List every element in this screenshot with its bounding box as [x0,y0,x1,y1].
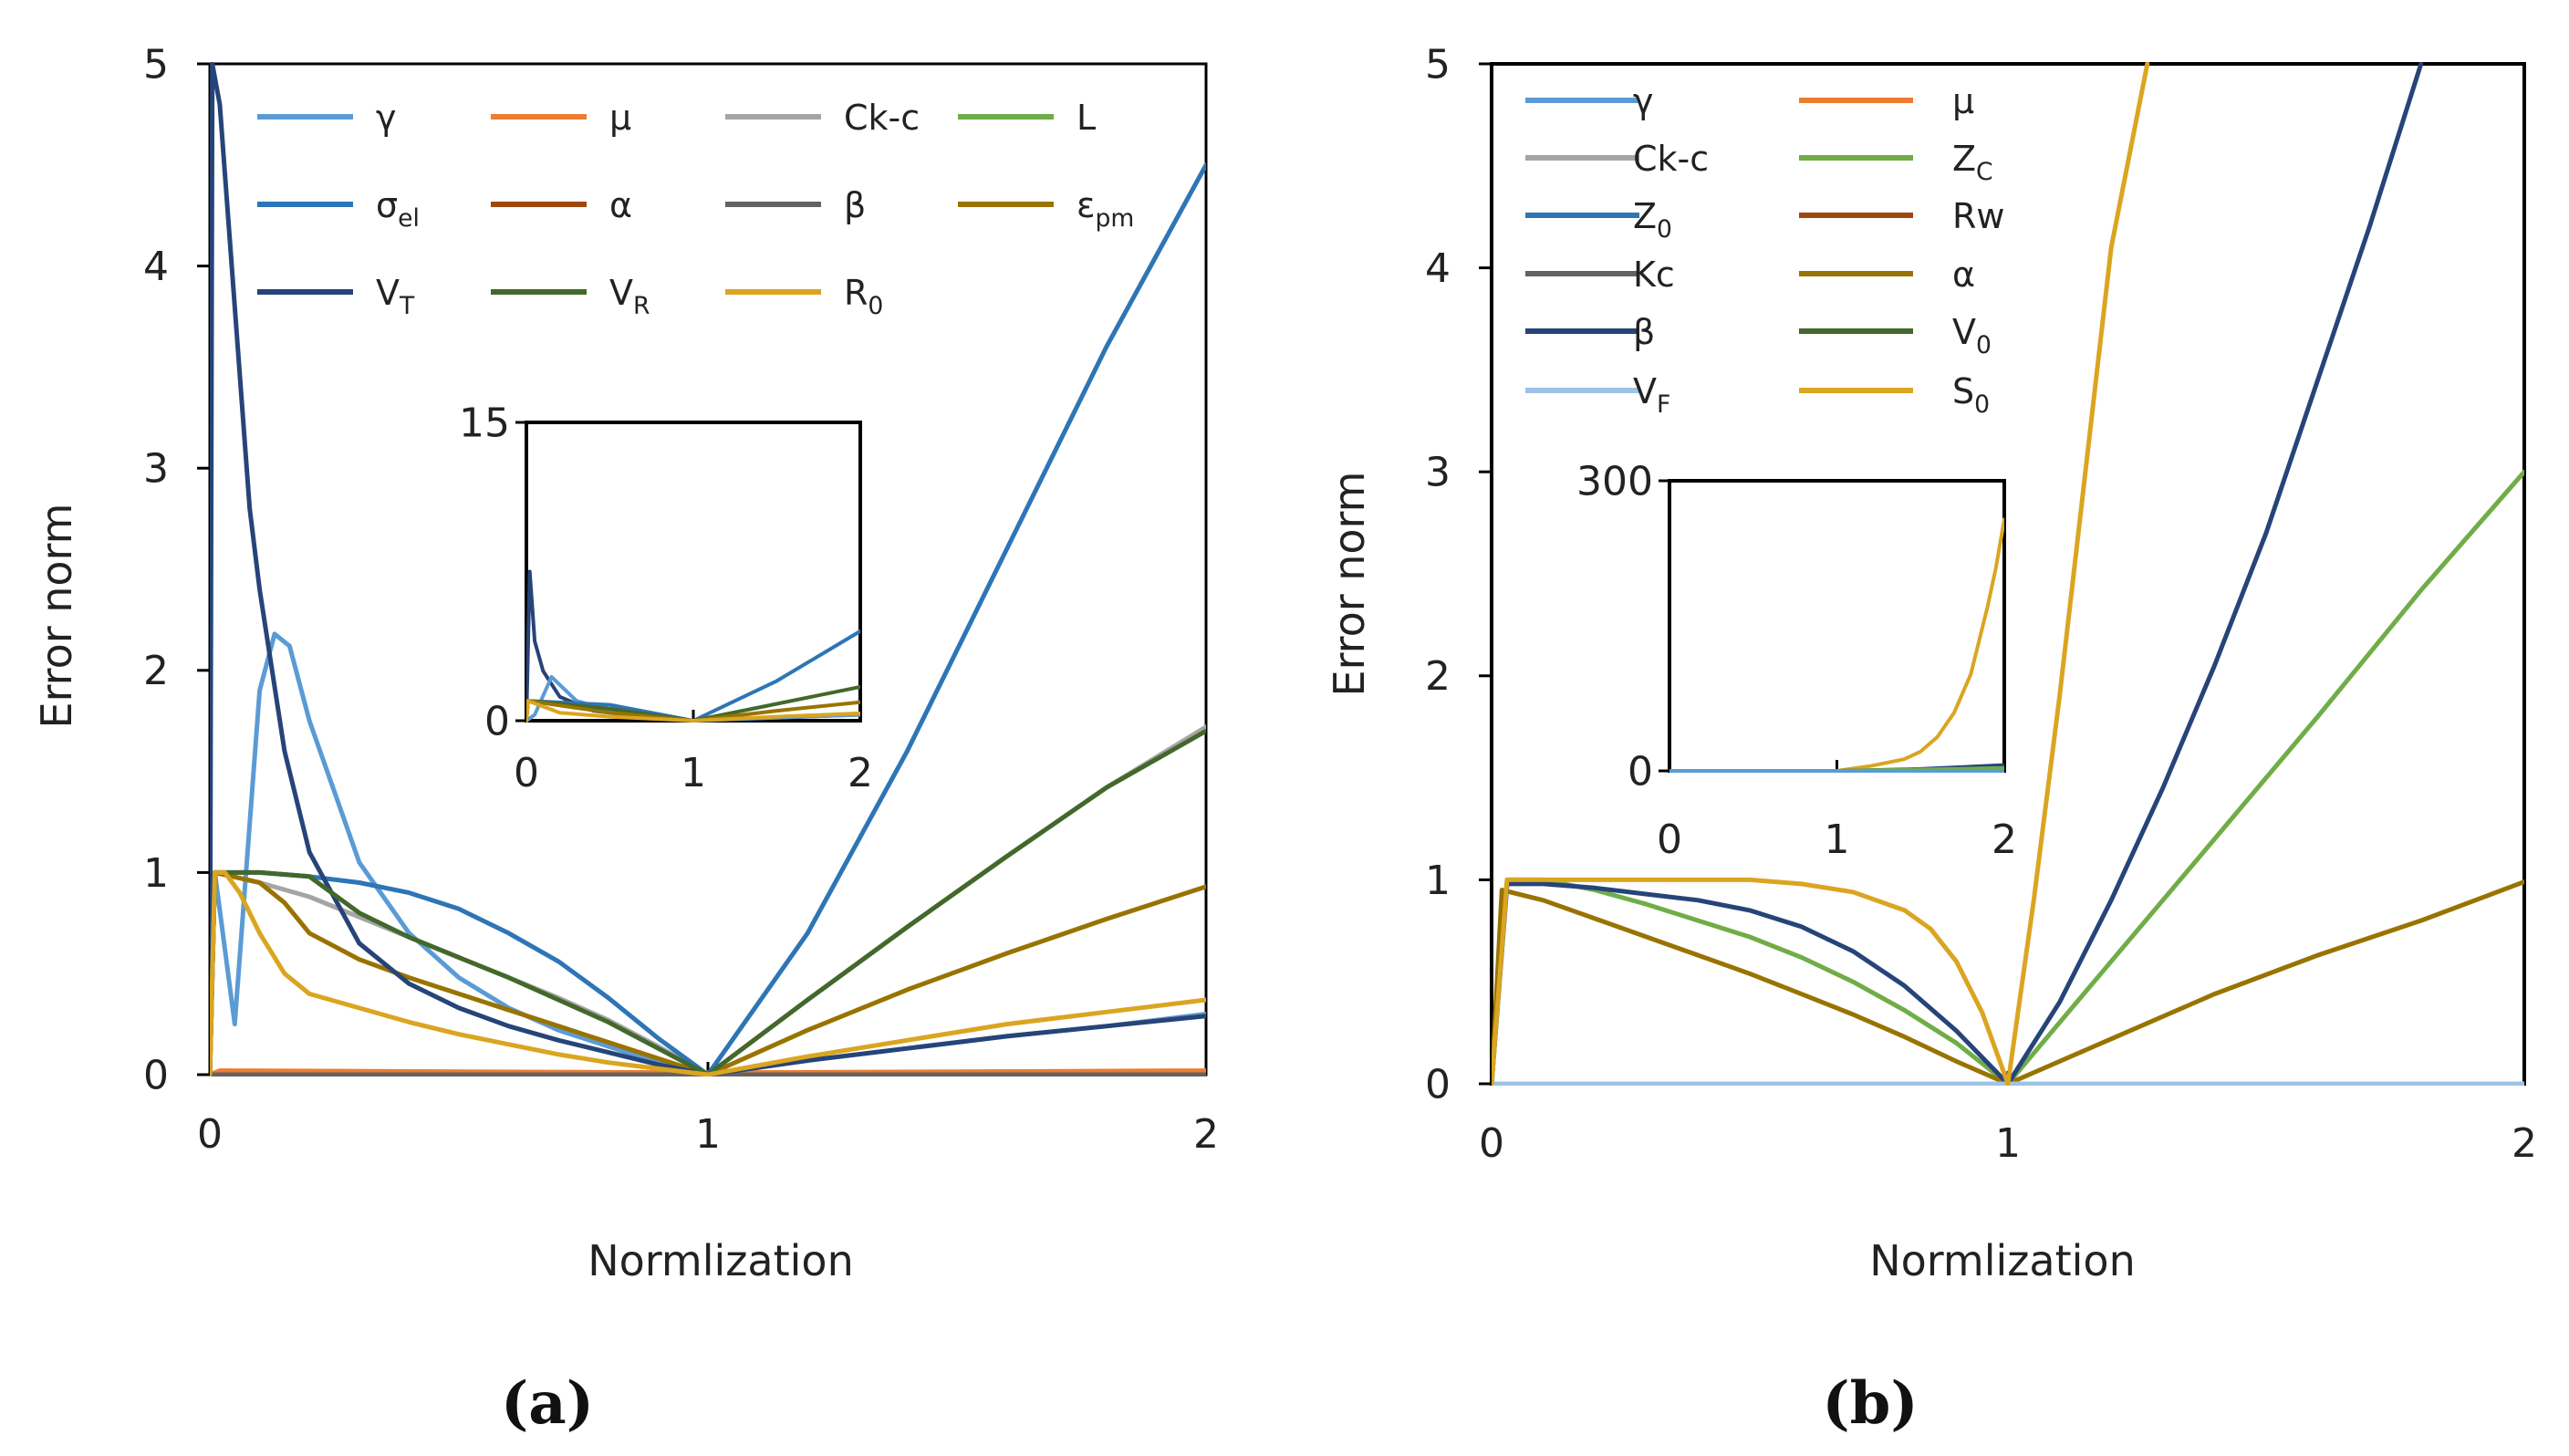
panel-b-xlabel: Normlization [1869,1236,2135,1285]
panel-a-legend-label: VR [609,273,650,320]
panel-b-inset-ytick-label: 300 [1576,458,1653,504]
panel-a-inset-ytick-label: 0 [484,698,510,744]
panel-a-legend-label: Ck-c [844,98,920,138]
panel-b-line- [1492,879,2524,1086]
panel-b-inset-plot-frame [1668,479,2006,773]
panel-a-inset-line-R0 [526,699,860,723]
panel-a-legend-label: R0 [844,273,883,320]
panel-b-inset-line-S0 [1669,517,2004,773]
panel-a-xtick-label: 1 [695,1111,721,1158]
panel-b-ylabel: Error norm [1325,472,1374,697]
panel-b-legend-label: γ [1633,81,1654,121]
panel-a-label: (a) [501,1369,594,1438]
panel-b-legend-label: ZC [1952,139,1993,186]
panel-b-legend-label: V0 [1952,312,1992,359]
panel-b-xtick-label: 2 [2512,1120,2537,1167]
panel-b-legend: γ μ Ck-c ZC Z0 Rw Kc α β V0 VF S0 [1525,81,2004,419]
panel-b-series [1492,62,2524,1086]
panel-a-legend-label: γ [376,98,397,138]
panel-b-xtick-label: 1 [1995,1120,2021,1167]
panel-a-xlabel: Normlization [588,1236,853,1285]
panel-b-line-S0 [1492,62,2150,1086]
panel-a-ytick-label: 3 [143,446,169,493]
panel-b-axes: 0 1 2 3 4 5 0 1 2 [1425,41,2537,1167]
panel-a-legend-label: β [844,185,866,225]
panel-b-inset-ytick-label: 0 [1628,748,1653,795]
panel-a-line-VT [210,62,1206,1076]
panel-a-inset-ytick-label: 15 [459,400,510,446]
panel-b-xtick-label: 0 [1479,1120,1504,1167]
panel-a-legend-label: VT [376,273,415,320]
panel-a-inset-xtick-label: 2 [848,750,873,796]
panel-a-inset-plot-frame [525,421,862,723]
panel-b-ytick-label: 5 [1425,41,1451,88]
panel-b-ytick-label: 3 [1425,450,1451,496]
panel-a-inset-xtick-label: 0 [514,750,539,796]
panel-b-legend-label: S0 [1952,371,1990,419]
panel-a-ytick-label: 1 [143,850,169,897]
panel-b-legend-label: Kc [1633,255,1675,295]
panel-b-legend-label: Z0 [1633,196,1672,244]
panel-a-ytick-label: 4 [143,244,169,290]
panel-a-xtick-label: 0 [197,1111,223,1158]
panel-b-ytick-label: 1 [1425,858,1451,904]
panel-a-legend-label: α [609,185,632,225]
panel-b-legend-label: Rw [1952,196,2004,236]
panel-a-legend-label: εpm [1076,185,1134,233]
panel-a-line-Ckc [210,724,1206,1076]
panel-a-inset: 0 15 0 1 2 [459,400,873,796]
panel-b-inset-xtick-label: 1 [1825,816,1850,863]
panel-b-legend-label: β [1633,312,1655,352]
panel-a-ytick-label: 0 [143,1052,169,1098]
panel-b-line- [1492,62,2424,1086]
panel-a-line-R0 [210,869,1206,1076]
panel-a-ylabel: Error norm [32,504,81,729]
panel-a-line-VR [210,728,1206,1076]
panel-b-legend-label: α [1952,255,1975,295]
panel-a-ytick-label: 5 [143,41,169,88]
panel-a-legend-label: μ [609,98,631,138]
panel-b-inset-xtick-label: 2 [1992,816,2017,863]
panel-a-legend-label: L [1076,98,1096,138]
panel-a-line-pm [210,869,1206,1076]
panel-b-legend-label: μ [1952,81,1974,121]
panel-b-ytick-label: 2 [1425,653,1451,700]
panel-a-plot-frame [208,62,1208,1076]
panel-a-ytick-label: 2 [143,648,169,694]
panel-b-legend-label: Ck-c [1633,139,1709,179]
panel-a-legend-label: σel [376,185,420,233]
panel-b-ytick-label: 0 [1425,1061,1451,1108]
panel-b-ytick-label: 4 [1425,245,1451,292]
panel-b-legend-label: VF [1633,371,1670,419]
panel-a-series [210,62,1206,1076]
panel-a-xtick-label: 2 [1193,1111,1219,1158]
panel-b-inset: 0 300 0 1 2 [1576,458,2017,863]
panel-b-inset-xtick-label: 0 [1657,816,1682,863]
panel-a-inset-xtick-label: 1 [681,750,706,796]
panel-b: 0 1 2 3 4 5 0 1 2 0 300 0 1 2 γ μ Ck-c ZC Z0 Rw Kc α β V0 VF S0… [1325,41,2537,1438]
panel-b-label: (b) [1822,1369,1918,1438]
